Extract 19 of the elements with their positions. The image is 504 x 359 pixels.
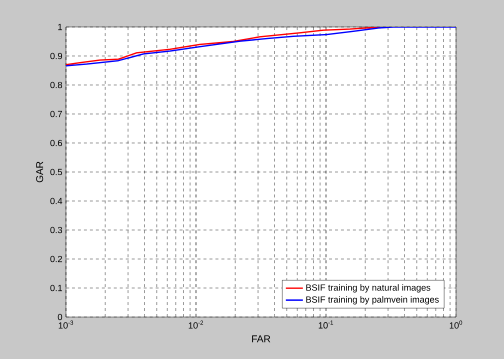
y-tick-label: 0.7 (50, 110, 62, 118)
legend-label: BSIF training by palmvein images (306, 296, 439, 304)
y-tick-label: 0.2 (50, 256, 62, 262)
y-tick-label: 0.5 (50, 168, 62, 176)
y-tick-label: 1 (58, 24, 62, 30)
x-tick-label: 10$^{-2}$ (188, 320, 204, 329)
y-tick-label: 0.1 (50, 284, 62, 292)
y-tick-label: 0.4 (50, 198, 62, 204)
y-tick-label: 0 (58, 314, 62, 320)
x-tick-label: 10$^{-1}$ (318, 320, 334, 329)
legend-label: BSIF training by natural images (306, 284, 430, 293)
x-tick-label: 10$^{-3}$ (58, 320, 74, 329)
y-axis-title: GAR (36, 162, 44, 182)
y-tick-label: 0.3 (50, 226, 62, 234)
x-tick-label: 10$^{0}$ (450, 320, 462, 329)
y-tick-label: 0.6 (50, 140, 62, 146)
y-tick-label: 0.9 (50, 52, 62, 60)
y-tick-label: 0.8 (50, 82, 62, 88)
x-axis-title: FAR (252, 335, 270, 342)
